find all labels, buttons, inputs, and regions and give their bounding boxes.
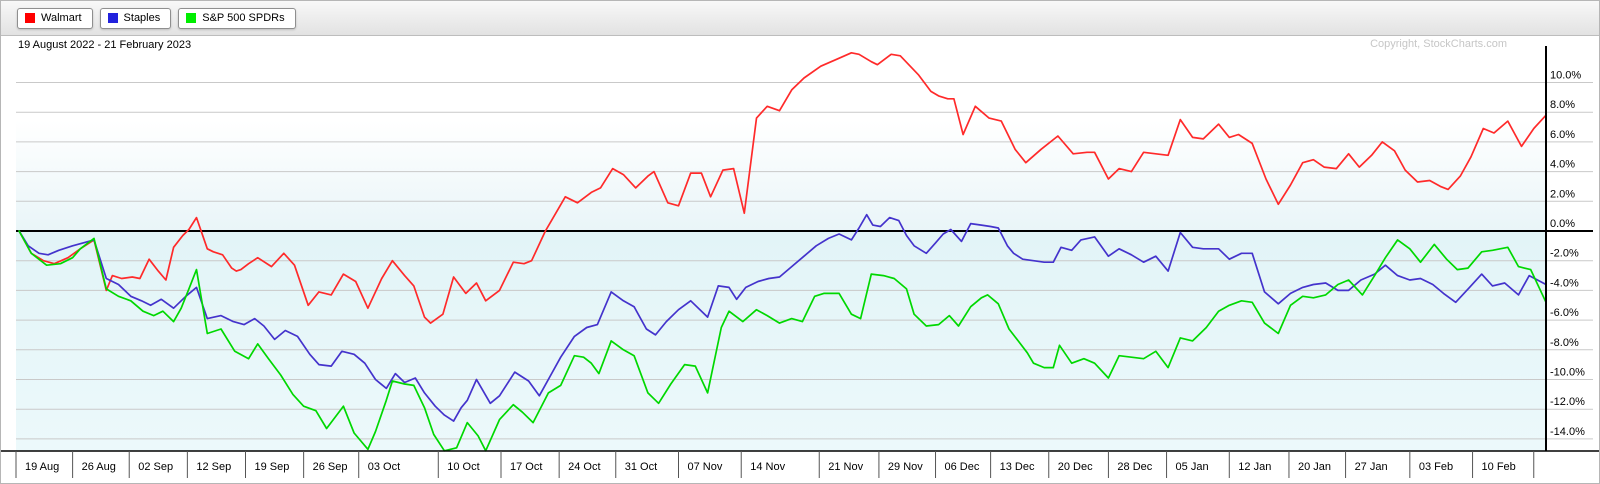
y-axis-label: 2.0% [1550, 188, 1575, 200]
x-axis-label: 07 Nov [687, 461, 722, 473]
x-axis-label: 12 Sep [196, 461, 231, 473]
y-axis-label: -2.0% [1550, 248, 1579, 260]
y-axis-label: -10.0% [1550, 367, 1585, 379]
x-axis-label: 27 Jan [1355, 461, 1388, 473]
x-axis-label: 06 Dec [945, 461, 980, 473]
x-axis-label: 31 Oct [625, 461, 657, 473]
x-axis-label: 02 Sep [138, 461, 173, 473]
x-axis-label: 12 Jan [1238, 461, 1271, 473]
x-axis-label: 13 Dec [1000, 461, 1035, 473]
x-axis-label: 28 Dec [1117, 461, 1152, 473]
legend-label: Staples [123, 11, 161, 24]
series-line-staples [18, 213, 1547, 422]
legend-button-s-p-500-spdrs[interactable]: S&P 500 SPDRs [178, 7, 296, 29]
legend-button-walmart[interactable]: Walmart [17, 7, 93, 29]
x-axis-label: 24 Oct [568, 461, 600, 473]
x-axis-label: 20 Jan [1298, 461, 1331, 473]
date-range-label: 19 August 2022 - 21 February 2023 [18, 39, 192, 51]
x-axis-label: 21 Nov [828, 461, 863, 473]
y-axis-label: -12.0% [1550, 396, 1585, 408]
x-axis-label: 03 Feb [1419, 461, 1453, 473]
y-axis-label: 10.0% [1550, 70, 1581, 82]
y-axis-label: -8.0% [1550, 337, 1579, 349]
above-zero-background [16, 46, 1546, 231]
y-axis-label: -14.0% [1550, 426, 1585, 438]
x-axis-label: 19 Sep [255, 461, 290, 473]
legend-bar: Walmart Staples S&P 500 SPDRs [1, 1, 1599, 36]
y-axis-label: 4.0% [1550, 159, 1575, 171]
x-axis-label: 26 Aug [82, 461, 116, 473]
y-axis-label: 6.0% [1550, 129, 1575, 141]
x-axis-label: 17 Oct [510, 461, 542, 473]
legend-swatch-icon [25, 13, 35, 23]
series-line-walmart [18, 51, 1547, 324]
copyright-label: Copyright, StockCharts.com [1370, 38, 1507, 50]
legend-label: Walmart [41, 11, 82, 24]
legend-label: S&P 500 SPDRs [202, 11, 285, 24]
legend-swatch-icon [107, 13, 118, 23]
x-axis-label: 10 Feb [1482, 461, 1516, 473]
y-axis-label: 8.0% [1550, 99, 1575, 111]
y-axis-label: -4.0% [1550, 277, 1579, 289]
y-axis-label: 0.0% [1550, 218, 1575, 230]
below-zero-background [16, 231, 1546, 451]
x-axis-label: 05 Jan [1176, 461, 1209, 473]
x-axis-label: 20 Dec [1058, 461, 1093, 473]
legend-swatch-icon [186, 13, 197, 23]
x-axis-label: 10 Oct [447, 461, 479, 473]
x-axis-label: 03 Oct [368, 461, 400, 473]
x-axis-label: 29 Nov [888, 461, 923, 473]
legend-button-staples[interactable]: Staples [99, 7, 172, 29]
x-axis-label: 26 Sep [313, 461, 348, 473]
x-axis-label: 19 Aug [25, 461, 59, 473]
y-axis-label: -6.0% [1550, 307, 1579, 319]
series-line-s-p-500-spdrs [18, 230, 1547, 452]
x-axis-label: 14 Nov [750, 461, 785, 473]
